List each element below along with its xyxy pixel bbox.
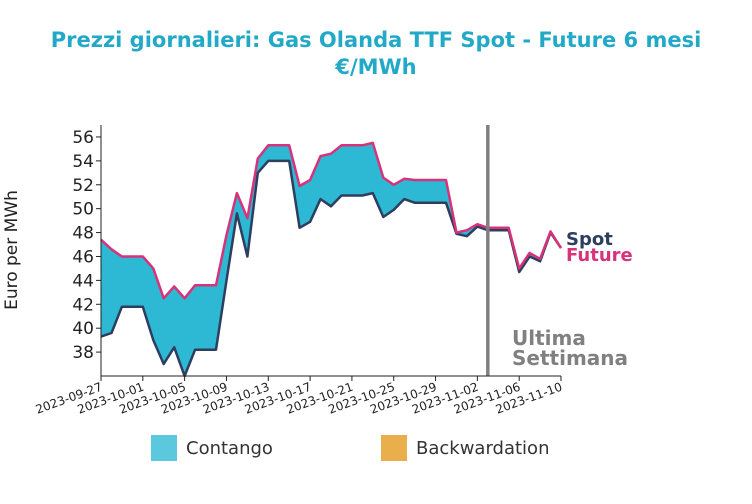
series-line-spot — [100, 159, 563, 378]
y-tick-label: 40 — [72, 319, 94, 339]
series-line-future — [100, 141, 563, 300]
y-tick-label: 56 — [72, 128, 94, 148]
y-tick-label: 54 — [72, 152, 94, 172]
y-tick-label: 52 — [72, 176, 94, 196]
y-tick-label: 44 — [72, 271, 94, 291]
chart-title-line2: €/MWh — [334, 55, 416, 79]
last-week-label-1: Ultima — [512, 326, 586, 350]
y-tick-label: 42 — [72, 295, 94, 315]
legend: Contango Backwardation — [151, 435, 549, 461]
series-label-spot: Spot — [566, 229, 613, 250]
legend-swatch-backwardation — [381, 435, 407, 461]
chart-title-line1: Prezzi giornalieri: Gas Olanda TTF Spot … — [51, 28, 702, 52]
y-tick-label: 50 — [72, 200, 94, 220]
y-tick-label: 38 — [72, 343, 94, 363]
series-label-future: Future — [566, 245, 633, 266]
y-tick-label: 46 — [72, 247, 94, 267]
legend-label-backwardation: Backwardation — [416, 438, 549, 459]
plot-area: UltimaSettimana384042444648505254562023-… — [34, 125, 633, 417]
y-axis-label: Euro per MWh — [2, 190, 22, 310]
legend-label-contango: Contango — [186, 438, 273, 459]
legend-swatch-contango — [151, 435, 177, 461]
last-week-label-2: Settimana — [512, 346, 628, 370]
y-tick-label: 48 — [72, 224, 94, 244]
spread-area — [101, 142, 561, 376]
